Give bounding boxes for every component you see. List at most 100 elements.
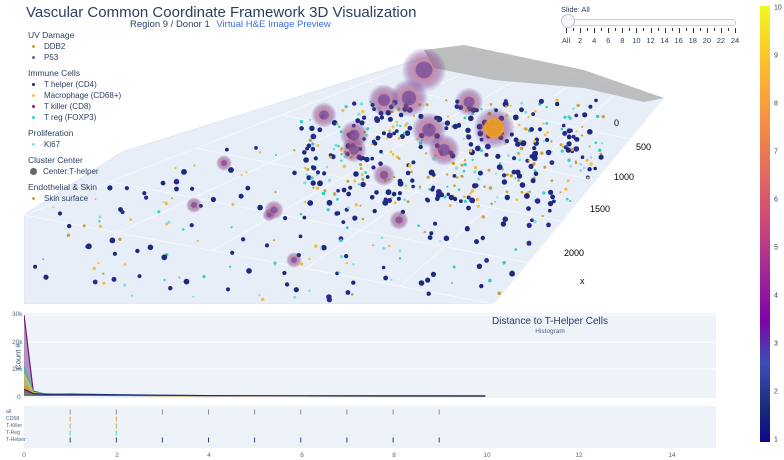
cell-point	[531, 155, 538, 161]
cell-point	[240, 174, 243, 177]
slider-step-label[interactable]: All	[561, 36, 571, 45]
slider-step-label[interactable]: 6	[606, 36, 611, 45]
macrophage-marker-icon	[32, 94, 35, 97]
cell-point	[545, 105, 548, 109]
cell-point	[403, 198, 407, 202]
cell-point	[373, 141, 378, 146]
virtual-he-link[interactable]: Virtual H&E Image Preview	[216, 19, 331, 30]
histogram-panel[interactable]	[24, 313, 716, 398]
cell-point	[307, 200, 314, 206]
slider-step-label[interactable]: 24	[730, 36, 740, 45]
legend-item-center-t-helper[interactable]: Center:T-helper	[28, 166, 121, 177]
colorbar-tick: 1	[774, 436, 778, 444]
slider-step-label[interactable]: 22	[716, 36, 726, 45]
legend-item-t-killer[interactable]: T killer (CD8)	[28, 101, 121, 112]
cell-point	[519, 107, 524, 113]
legend-item-p53[interactable]: P53	[28, 52, 121, 63]
legend-item-macrophage[interactable]: Macrophage (CD68+)	[28, 90, 121, 101]
cell-point	[359, 204, 362, 207]
cell-point	[168, 286, 173, 291]
cell-point	[481, 215, 485, 219]
cell-point	[346, 179, 350, 183]
cell-point	[503, 99, 508, 104]
colorbar-tick: 5	[774, 244, 778, 252]
cell-point	[600, 142, 604, 145]
cell-point	[548, 189, 554, 195]
slider-step-label[interactable]: 16	[674, 36, 683, 45]
legend-label: T helper (CD4)	[44, 80, 97, 89]
cell-point	[543, 165, 547, 169]
x-tick: 12	[575, 452, 583, 459]
colorbar-tick: 7	[774, 148, 778, 156]
slider-step-label[interactable]: 18	[688, 36, 697, 45]
cell-point	[542, 122, 545, 125]
cell-point	[519, 182, 526, 188]
cell-point	[575, 130, 578, 133]
cell-point	[419, 187, 422, 190]
cell-point	[552, 199, 556, 204]
cell-point	[573, 146, 580, 152]
cell-point	[33, 264, 38, 269]
cell-point	[448, 204, 452, 207]
legend-item-ddb2[interactable]: DDB2	[28, 41, 121, 52]
cell-point	[582, 166, 586, 170]
cell-point	[461, 175, 464, 178]
legend-item-skin-surface[interactable]: Skin surface	[28, 193, 121, 204]
cell-point	[463, 116, 467, 120]
cell-point	[453, 184, 456, 187]
cell-point	[484, 258, 489, 263]
legend-item-ki67[interactable]: Ki67	[28, 139, 121, 150]
slide-slider-track[interactable]	[566, 19, 736, 26]
cell-point	[531, 112, 535, 116]
cell-point	[167, 220, 171, 224]
cell-point	[402, 132, 406, 135]
cell-point	[399, 124, 402, 127]
slider-step-label[interactable]: 4	[592, 36, 597, 45]
cell-point	[335, 122, 338, 126]
cell-point	[527, 115, 530, 119]
slider-tick	[706, 28, 708, 33]
slider-step-label[interactable]: 14	[660, 36, 669, 45]
slider-step-label[interactable]: 8	[620, 36, 625, 45]
cell-point	[587, 129, 593, 135]
rug-panel[interactable]	[24, 406, 716, 448]
cell-point	[283, 216, 288, 221]
cell-point	[448, 194, 454, 201]
cell-point	[459, 199, 463, 204]
cell-point	[444, 120, 451, 126]
cell-point	[585, 158, 589, 162]
cell-point	[342, 164, 347, 169]
cell-point	[352, 101, 357, 106]
cell-point	[92, 279, 98, 285]
slider-step-label[interactable]: 20	[702, 36, 711, 45]
legend-item-t-helper[interactable]: T helper (CD4)	[28, 79, 121, 90]
cell-point	[245, 185, 251, 191]
legend-item-t-reg[interactable]: T reg (FOXP3)	[28, 112, 121, 123]
cell-point	[517, 123, 521, 127]
slider-step-label[interactable]: 10	[632, 36, 641, 45]
cell-point	[477, 170, 483, 176]
cell-point	[364, 171, 367, 174]
cell-point	[336, 197, 339, 201]
3d-scatter-scene[interactable]: 0 500 1000 1500 2000 x	[24, 40, 722, 304]
cell-point	[549, 160, 555, 165]
cell-point	[124, 186, 129, 191]
cell-point	[293, 149, 296, 152]
cluster-center-core	[319, 110, 329, 120]
slide-slider-handle[interactable]	[561, 14, 575, 28]
cell-point	[504, 194, 510, 201]
cell-point	[359, 167, 363, 170]
slider-step-label[interactable]: 2	[577, 36, 583, 45]
cell-point	[315, 186, 320, 190]
slider-tick	[580, 28, 582, 33]
cell-point	[303, 200, 307, 204]
cell-point	[542, 191, 546, 195]
slide-slider-label: Slide: All	[561, 5, 590, 14]
cell-point	[144, 195, 149, 200]
cell-point	[574, 137, 580, 142]
cell-point	[210, 196, 216, 203]
slider-step-label[interactable]: 12	[646, 36, 655, 45]
cell-point	[330, 154, 336, 160]
slider-tick	[685, 28, 687, 31]
cell-point	[395, 129, 399, 133]
